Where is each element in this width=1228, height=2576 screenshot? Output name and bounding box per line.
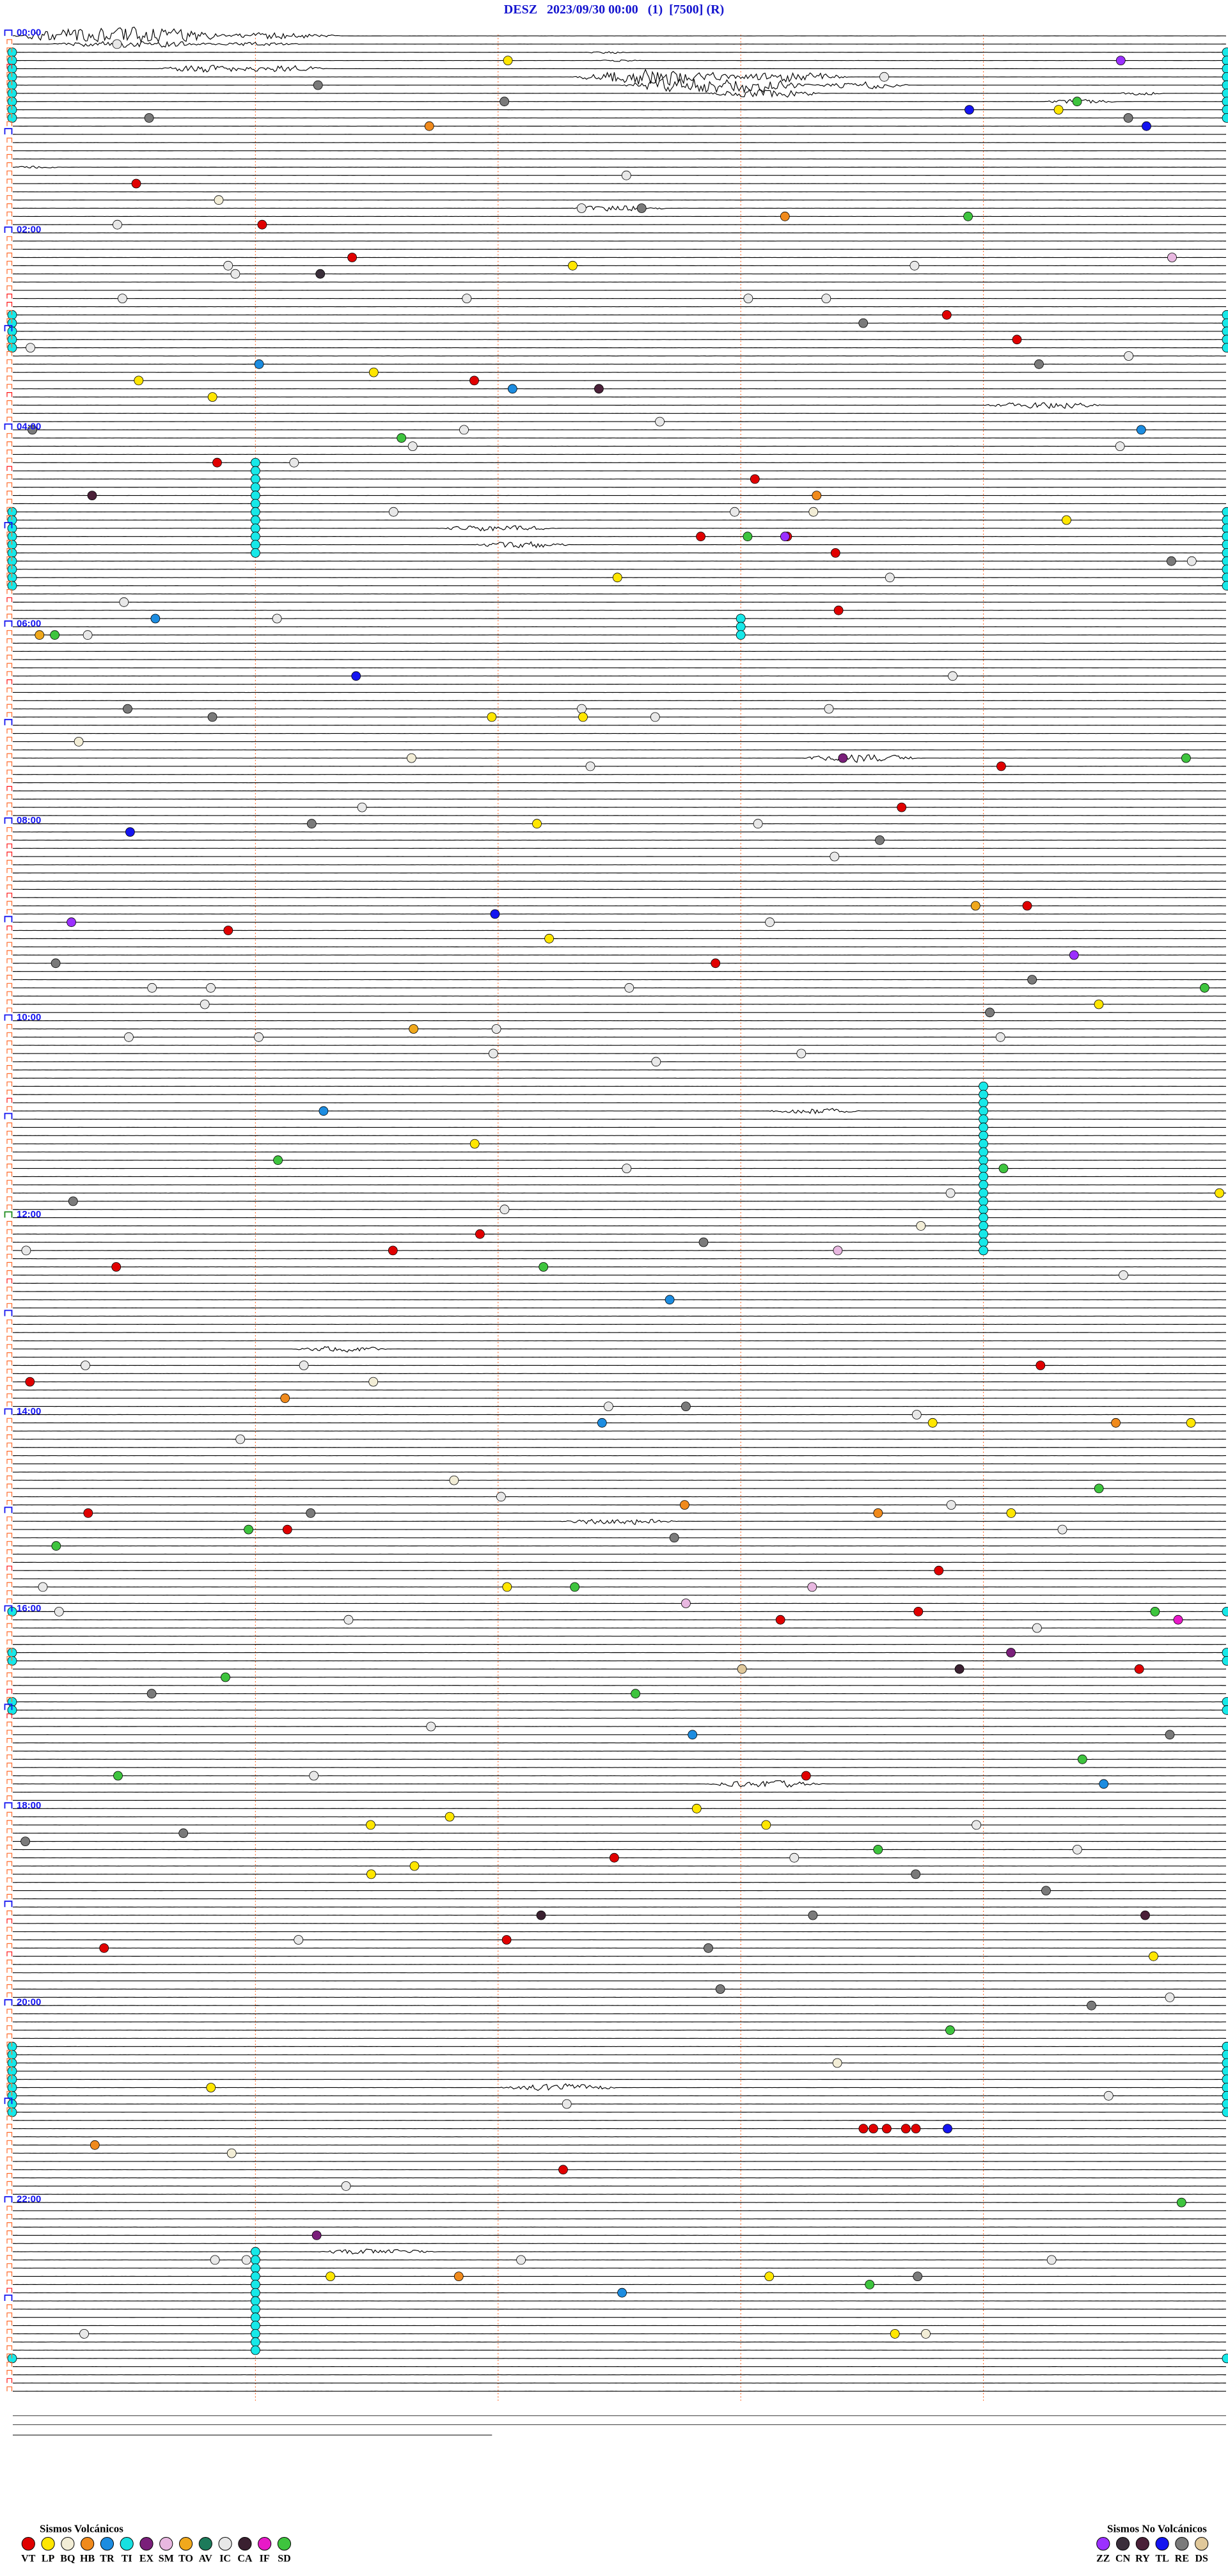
svg-text:CN: CN [1115, 2554, 1131, 2564]
svg-text:SD: SD [278, 2554, 290, 2564]
svg-text:LP: LP [42, 2554, 55, 2564]
svg-text:22:00: 22:00 [17, 2194, 41, 2205]
svg-text:Sismos Volcánicos: Sismos Volcánicos [40, 2523, 123, 2535]
svg-text:TL: TL [1155, 2554, 1169, 2564]
svg-text:IC: IC [219, 2554, 231, 2564]
svg-text:TI: TI [122, 2554, 132, 2564]
svg-text:Sismos No Volcánicos: Sismos No Volcánicos [1107, 2523, 1207, 2535]
svg-text:ZZ: ZZ [1096, 2554, 1110, 2564]
svg-text:04:00: 04:00 [17, 421, 41, 432]
svg-text:HB: HB [80, 2554, 95, 2564]
svg-text:18:00: 18:00 [17, 1800, 41, 1811]
svg-text:IF: IF [260, 2554, 270, 2564]
svg-text:02:00: 02:00 [17, 225, 41, 235]
svg-text:06:00: 06:00 [17, 618, 41, 629]
svg-text:08:00: 08:00 [17, 815, 41, 826]
svg-text:RE: RE [1175, 2554, 1189, 2564]
svg-text:12:00: 12:00 [17, 1209, 41, 1220]
svg-text:RY: RY [1135, 2554, 1150, 2564]
svg-text:16:00: 16:00 [17, 1603, 41, 1614]
svg-text:CA: CA [237, 2554, 253, 2564]
svg-text:20:00: 20:00 [17, 1997, 41, 2008]
svg-text:DS: DS [1195, 2554, 1208, 2564]
svg-text:00:00: 00:00 [17, 28, 41, 38]
svg-text:10:00: 10:00 [17, 1012, 41, 1023]
svg-text:TO: TO [178, 2554, 193, 2564]
svg-text:EX: EX [139, 2554, 154, 2564]
svg-text:SM: SM [159, 2554, 174, 2564]
svg-text:BQ: BQ [60, 2554, 75, 2564]
svg-text:TR: TR [100, 2554, 114, 2564]
svg-text:AV: AV [199, 2554, 212, 2564]
svg-text:14:00: 14:00 [17, 1406, 41, 1417]
svg-text:VT: VT [21, 2554, 36, 2564]
